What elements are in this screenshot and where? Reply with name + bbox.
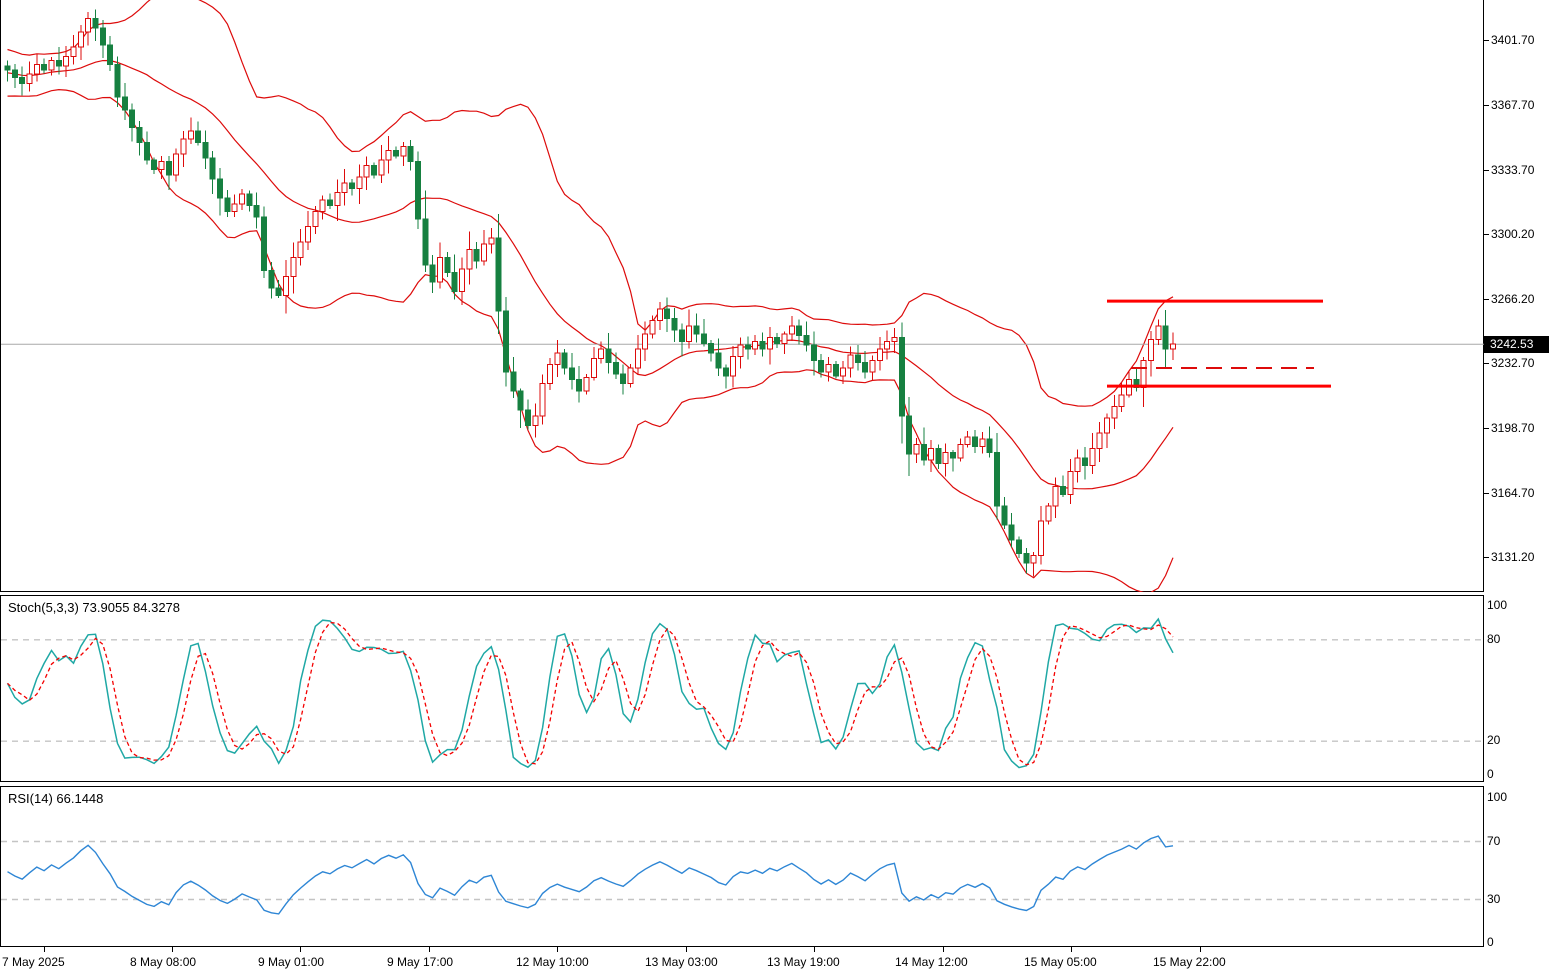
time-axis[interactable]: 7 May 2025 8 May 08:00 9 May 01:00 9 May 17… <box>0 947 1549 975</box>
time-axis-label: 9 May 01:00 <box>258 955 325 969</box>
price-axis-tick <box>1484 298 1489 300</box>
time-axis-tick <box>686 947 687 952</box>
stochastic-plot <box>1 617 1484 769</box>
price-axis-label: 3333.70 <box>1491 162 1535 177</box>
rsi-label: RSI(14) 66.1448 <box>8 791 104 806</box>
price-axis-label: 3300.20 <box>1491 226 1535 241</box>
stochastic-label: Stoch(5,3,3) 73.9055 84.3278 <box>8 600 181 615</box>
indicator-axis-label: 0 <box>1487 935 1494 949</box>
rsi-panel[interactable]: RSI(14) 66.1448 <box>0 786 1484 947</box>
time-axis-tick <box>300 947 301 952</box>
time-axis-label: 15 May 22:00 <box>1153 955 1226 969</box>
current-price-badge: 3242.53 <box>1484 335 1549 353</box>
time-axis-tick <box>1200 947 1201 952</box>
indicator-axis-label: 20 <box>1487 733 1501 748</box>
time-axis-tick <box>1071 947 1072 952</box>
price-axis-label: 3232.70 <box>1491 356 1535 370</box>
rsi-plot <box>1 835 1484 915</box>
price-axis-label: 3131.20 <box>1491 550 1535 564</box>
price-axis-label: 3164.70 <box>1491 485 1535 500</box>
price-axis-tick <box>1484 427 1489 429</box>
time-axis-label: 15 May 05:00 <box>1024 955 1097 969</box>
price-axis-tick <box>1484 104 1489 106</box>
time-axis-label: 13 May 19:00 <box>767 955 840 969</box>
price-axis-tick <box>1484 557 1489 558</box>
price-axis-label: 3266.20 <box>1491 291 1535 306</box>
price-axis-label: 3401.70 <box>1491 33 1535 47</box>
time-axis-tick <box>557 947 558 952</box>
indicator-axis-label: 100 <box>1487 790 1508 804</box>
main-price-chart[interactable] <box>0 0 1484 592</box>
price-axis[interactable]: 3401.70 3367.70 3333.70 3300.20 3266.20 3232.… <box>1484 0 1549 949</box>
indicator-axis-label: 80 <box>1487 631 1501 646</box>
stochastic-panel[interactable]: Stoch(5,3,3) 73.9055 84.3278 <box>0 595 1484 782</box>
indicator-axis-label: 30 <box>1487 891 1501 906</box>
price-axis-tick <box>1484 40 1489 41</box>
time-axis-tick <box>429 947 430 952</box>
price-axis-label: 3367.70 <box>1491 97 1535 112</box>
time-axis-label: 14 May 12:00 <box>895 955 968 969</box>
price-axis-tick <box>1484 363 1489 364</box>
time-axis-tick <box>943 947 944 952</box>
indicator-axis-label: 70 <box>1487 833 1501 848</box>
time-axis-label: 13 May 03:00 <box>645 955 718 969</box>
indicator-axis-label: 100 <box>1487 598 1508 612</box>
time-axis-label: 7 May 2025 <box>2 955 65 969</box>
time-axis-tick <box>172 947 173 952</box>
price-axis-tick <box>1484 233 1489 235</box>
price-axis-tick <box>1484 169 1489 171</box>
price-axis-tick <box>1484 492 1489 494</box>
time-axis-tick <box>44 947 45 952</box>
time-axis-label: 9 May 17:00 <box>387 955 454 969</box>
price-axis-label: 3198.70 <box>1491 420 1535 435</box>
time-axis-label: 8 May 08:00 <box>130 955 197 969</box>
indicator-axis-label: 0 <box>1487 767 1494 781</box>
time-axis-label: 12 May 10:00 <box>516 955 589 969</box>
candlestick-plot <box>1 0 1484 592</box>
time-axis-tick <box>814 947 815 952</box>
